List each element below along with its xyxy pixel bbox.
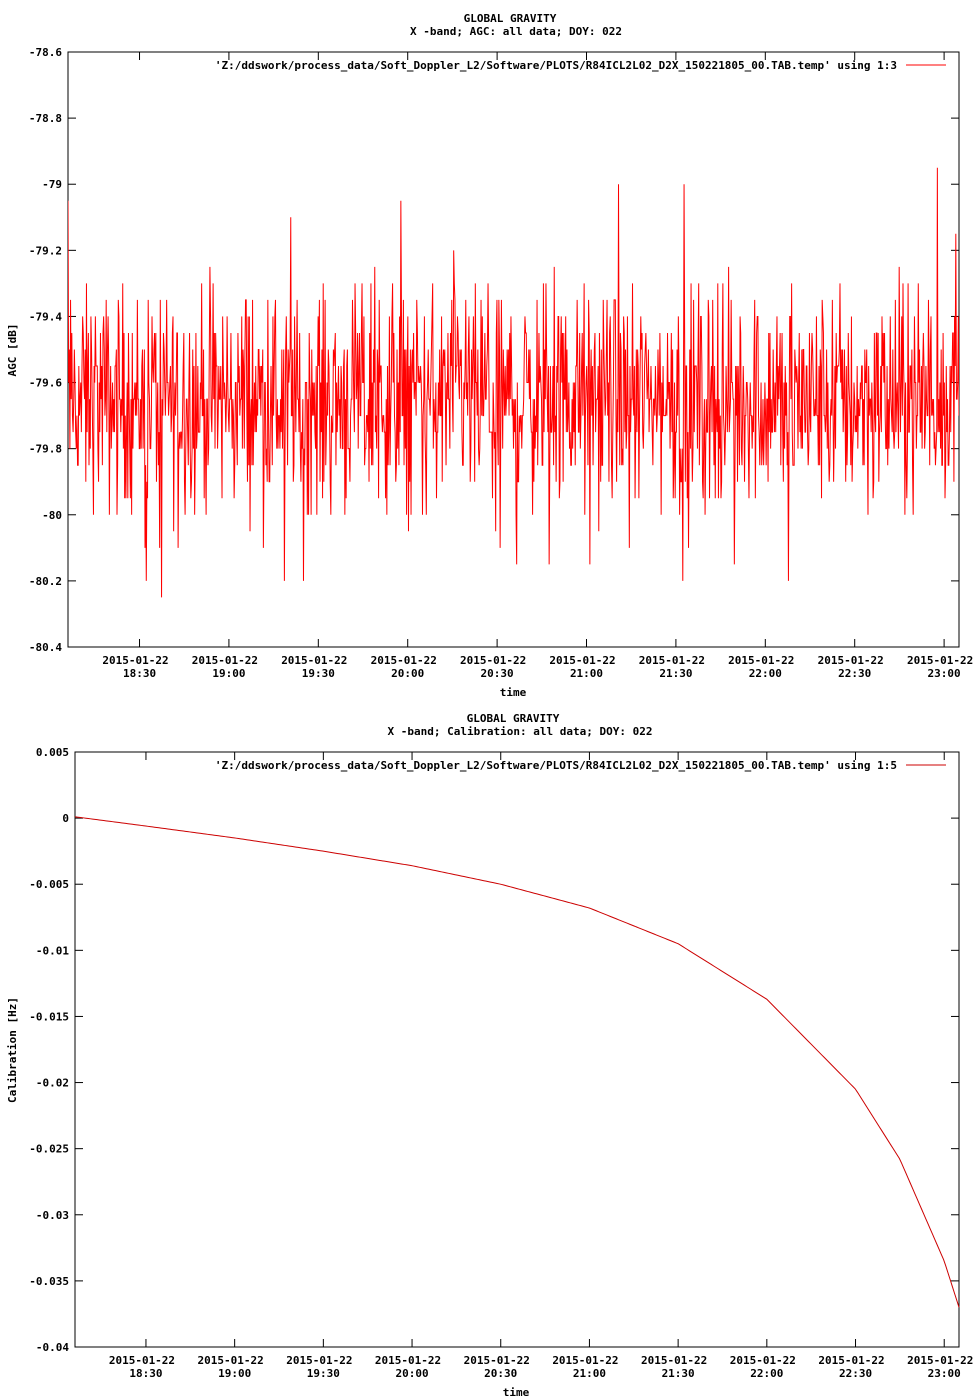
chart-subtitle: X -band; Calibration: all data; DOY: 022	[388, 725, 653, 738]
y-tick-label: -78.8	[29, 112, 62, 125]
y-tick-label: -80.2	[29, 575, 62, 588]
x-tick-label-date: 2015-01-22	[102, 654, 168, 667]
y-tick-label: -79.4	[29, 310, 62, 323]
x-tick-label-time: 22:30	[839, 1367, 872, 1380]
x-tick-label-time: 21:30	[662, 1367, 695, 1380]
x-tick-label-time: 18:30	[123, 667, 156, 680]
x-tick-label-time: 21:00	[570, 667, 603, 680]
x-tick-label-date: 2015-01-22	[552, 1354, 618, 1367]
x-tick-label-time: 19:30	[307, 1367, 340, 1380]
y-tick-label: -80.4	[29, 641, 62, 654]
x-tick-label-date: 2015-01-22	[639, 654, 705, 667]
y-tick-label: -78.6	[29, 46, 62, 59]
y-axis-label: AGC [dB]	[6, 324, 19, 377]
x-axis-label: time	[503, 1386, 530, 1399]
x-tick-label-date: 2015-01-22	[907, 1354, 973, 1367]
x-tick-label-date: 2015-01-22	[818, 654, 884, 667]
series-line-agc	[68, 167, 959, 598]
x-tick-label-time: 23:00	[928, 1367, 961, 1380]
x-tick-label-time: 21:00	[573, 1367, 606, 1380]
chart-title: GLOBAL GRAVITY	[464, 12, 557, 25]
x-tick-label-time: 22:00	[749, 667, 782, 680]
y-tick-label: -0.03	[36, 1209, 69, 1222]
y-tick-label: 0	[62, 812, 69, 825]
legend-entry: 'Z:/ddswork/process_data/Soft_Doppler_L2…	[215, 759, 897, 772]
y-tick-label: -0.015	[29, 1010, 69, 1023]
y-tick-label: -0.04	[36, 1341, 69, 1354]
x-tick-label-time: 19:00	[212, 667, 245, 680]
x-tick-label-date: 2015-01-22	[730, 1354, 796, 1367]
x-tick-label-time: 20:00	[391, 667, 424, 680]
chart-calibration: GLOBAL GRAVITY X -band; Calibration: all…	[6, 712, 973, 1399]
x-tick-label-date: 2015-01-22	[641, 1354, 707, 1367]
x-tick-label-date: 2015-01-22	[818, 1354, 884, 1367]
y-tick-label: -79.6	[29, 377, 62, 390]
x-axis-label: time	[500, 686, 527, 699]
y-tick-label: -79.2	[29, 244, 62, 257]
x-tick-label-date: 2015-01-22	[375, 1354, 441, 1367]
x-tick-label-date: 2015-01-22	[192, 654, 258, 667]
y-tick-label: -79	[42, 178, 62, 191]
x-tick-label-date: 2015-01-22	[460, 654, 526, 667]
y-tick-label: -0.025	[29, 1143, 69, 1156]
chart-subtitle: X -band; AGC: all data; DOY: 022	[410, 25, 622, 38]
x-tick-label-date: 2015-01-22	[371, 654, 437, 667]
y-tick-label: -79.8	[29, 443, 62, 456]
x-tick-label-date: 2015-01-22	[109, 1354, 175, 1367]
x-tick-label-time: 23:00	[928, 667, 961, 680]
x-tick-label-time: 22:00	[750, 1367, 783, 1380]
chart-agc: GLOBAL GRAVITY X -band; AGC: all data; D…	[6, 12, 973, 699]
x-tick-label-date: 2015-01-22	[286, 1354, 352, 1367]
series-line-calibration	[74, 816, 960, 1308]
x-tick-label-time: 20:30	[481, 667, 514, 680]
x-tick-label-time: 18:30	[129, 1367, 162, 1380]
y-tick-label: 0.005	[36, 746, 69, 759]
x-tick-label-date: 2015-01-22	[464, 1354, 530, 1367]
y-tick-label: -0.01	[36, 944, 69, 957]
x-tick-label-date: 2015-01-22	[549, 654, 615, 667]
x-tick-label-time: 20:00	[395, 1367, 428, 1380]
y-tick-label: -80	[42, 509, 62, 522]
legend-entry: 'Z:/ddswork/process_data/Soft_Doppler_L2…	[215, 59, 897, 72]
x-tick-label-date: 2015-01-22	[281, 654, 347, 667]
x-tick-label-time: 22:30	[838, 667, 871, 680]
y-tick-label: -0.005	[29, 878, 69, 891]
x-tick-label-date: 2015-01-22	[728, 654, 794, 667]
plot-frame	[74, 751, 960, 1348]
x-tick-label-time: 20:30	[484, 1367, 517, 1380]
x-tick-label-time: 21:30	[659, 667, 692, 680]
x-tick-label-time: 19:30	[302, 667, 335, 680]
y-axis-label: Calibration [Hz]	[6, 997, 19, 1103]
y-tick-label: -0.035	[29, 1275, 69, 1288]
x-tick-label-date: 2015-01-22	[198, 1354, 264, 1367]
y-tick-label: -0.02	[36, 1077, 69, 1090]
chart-title: GLOBAL GRAVITY	[467, 712, 560, 725]
x-tick-label-date: 2015-01-22	[907, 654, 973, 667]
x-tick-label-time: 19:00	[218, 1367, 251, 1380]
